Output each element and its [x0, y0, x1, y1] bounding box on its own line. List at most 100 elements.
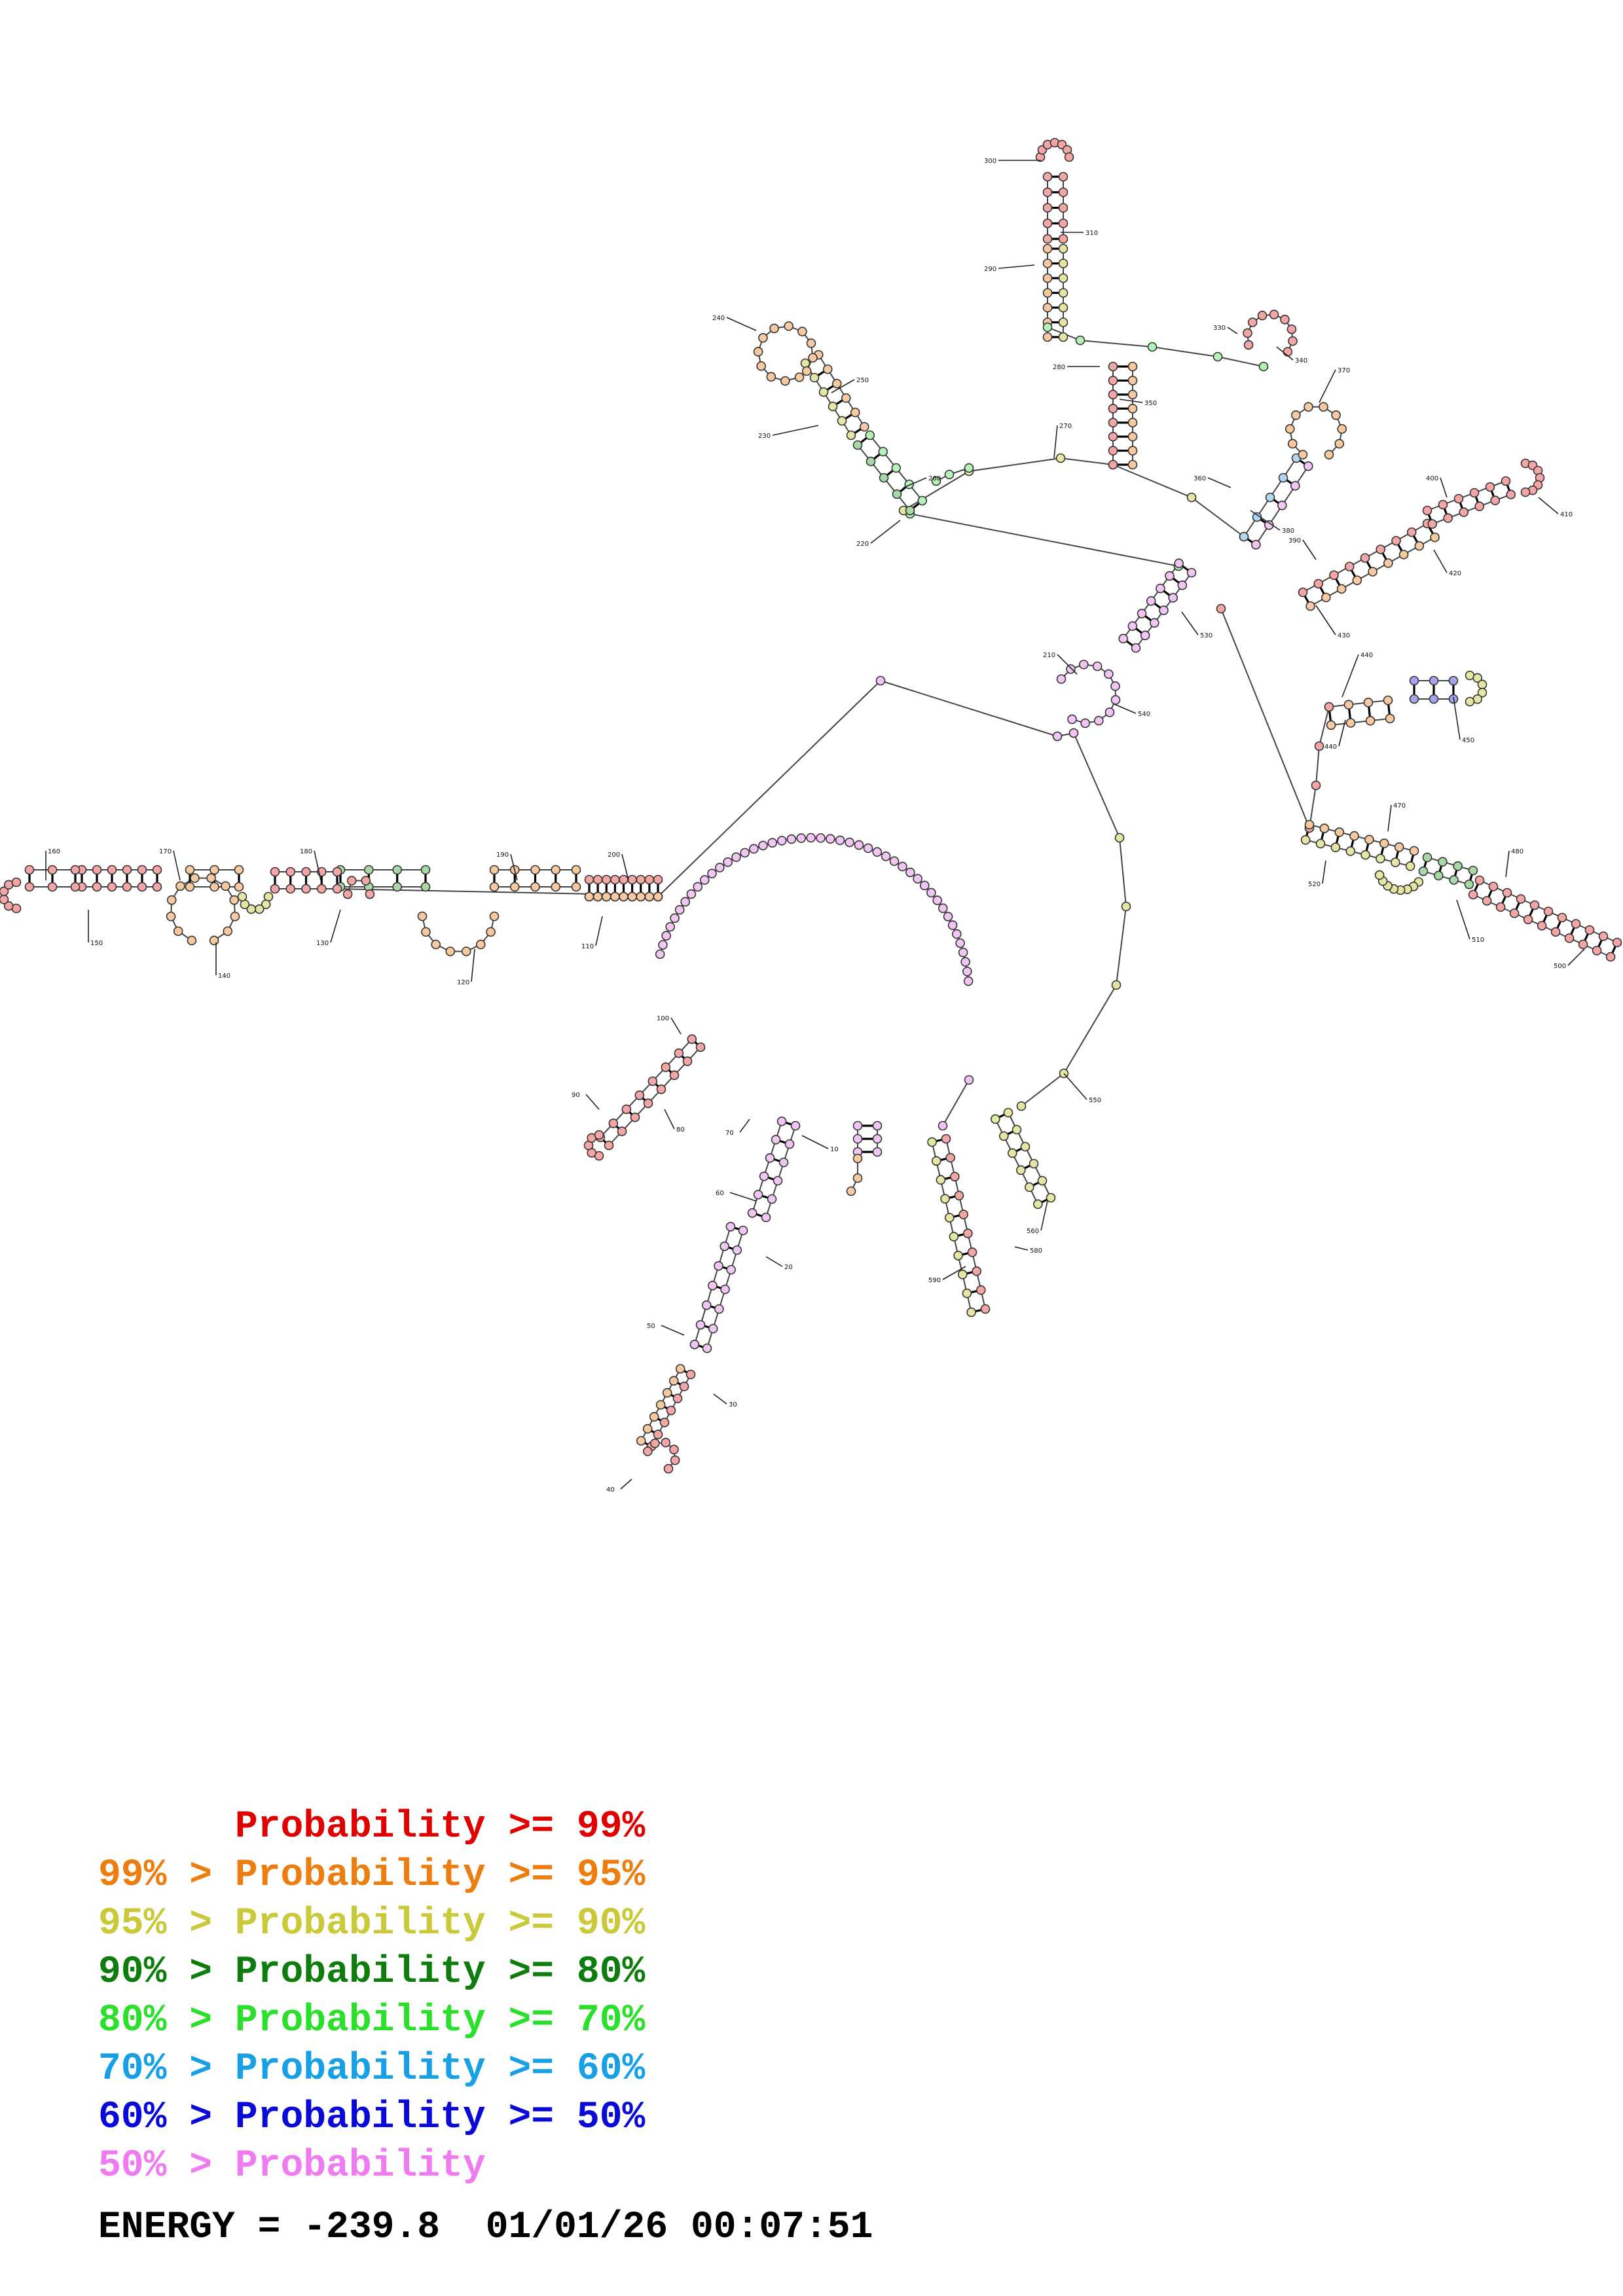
nucleotide	[938, 1121, 948, 1131]
nucleotide	[1055, 453, 1066, 463]
backbone-segment	[909, 513, 1179, 567]
position-label: 140	[218, 973, 230, 980]
nucleotide	[1029, 1158, 1039, 1169]
nucleotide	[715, 863, 725, 872]
nucleotide	[966, 1307, 976, 1318]
nucleotide	[1058, 171, 1068, 182]
nucleotide	[1438, 499, 1448, 510]
nucleotide	[1385, 713, 1395, 724]
nucleotide	[420, 865, 431, 875]
backbone-segment	[942, 1079, 970, 1126]
nucleotide	[850, 407, 860, 418]
position-label: 160	[48, 848, 60, 855]
nucleotide	[1465, 696, 1475, 707]
nucleotide	[866, 456, 876, 467]
nucleotide	[1108, 431, 1118, 442]
nucleotide	[1042, 187, 1053, 198]
nucleotide	[1033, 1199, 1043, 1210]
nucleotide	[940, 1194, 950, 1204]
nucleotide	[1042, 243, 1053, 254]
nucleotide	[991, 1114, 1000, 1124]
position-label: 590	[928, 1277, 941, 1284]
legend-line: 90% > Probability >= 80%	[98, 1951, 646, 1994]
nucleotide	[1042, 302, 1053, 313]
nucleotide	[953, 1250, 963, 1261]
nucleotide	[1485, 482, 1495, 492]
nucleotide	[1080, 718, 1090, 728]
position-label: 350	[1144, 400, 1157, 407]
nucleotide	[675, 1364, 685, 1374]
nucleotide	[1394, 842, 1404, 852]
nucleotide	[1075, 335, 1085, 346]
nucleotide	[1501, 476, 1511, 486]
nucleotide	[1433, 870, 1444, 881]
nucleotide	[932, 895, 942, 905]
nucleotide	[11, 877, 22, 888]
nucleotide	[137, 865, 147, 875]
backbone-segment	[903, 471, 970, 511]
nucleotide	[1283, 347, 1293, 357]
nucleotide	[655, 949, 665, 960]
nucleotide	[962, 1288, 972, 1299]
position-label: 560	[1027, 1228, 1039, 1235]
nucleotide	[917, 495, 928, 506]
backbone-segment	[1073, 732, 1120, 838]
nucleotide	[920, 880, 930, 891]
nucleotide	[1326, 720, 1336, 730]
nucleotide	[1529, 900, 1540, 910]
position-tick	[621, 853, 629, 881]
nucleotide	[644, 891, 655, 902]
nucleotide	[656, 1084, 666, 1094]
nucleotide	[674, 905, 685, 915]
nucleotide	[608, 1118, 619, 1128]
nucleotide	[1438, 857, 1448, 867]
nucleotide	[634, 1090, 645, 1100]
nucleotide	[1344, 562, 1355, 571]
nucleotide	[732, 1245, 742, 1255]
position-label: 310	[1085, 230, 1098, 237]
position-tick	[1276, 346, 1294, 361]
nucleotide	[1264, 520, 1274, 530]
nucleotide	[663, 1463, 674, 1474]
nucleotide	[1042, 322, 1053, 332]
nucleotide	[1376, 545, 1386, 554]
nucleotide	[756, 361, 766, 371]
nucleotide	[1477, 679, 1487, 690]
nucleotide	[1277, 500, 1287, 511]
nucleotide	[905, 867, 915, 878]
nucleotide	[1042, 288, 1053, 298]
nucleotide	[1108, 459, 1118, 470]
nucleotide	[1488, 882, 1499, 891]
nucleotide	[1376, 853, 1385, 864]
nucleotide	[1285, 424, 1295, 434]
nucleotide	[1298, 587, 1308, 598]
nucleotide	[107, 882, 117, 892]
position-label: 190	[496, 852, 509, 859]
position-tick	[330, 909, 341, 943]
nucleotide	[1016, 1101, 1027, 1111]
nucleotide	[1121, 901, 1131, 912]
nucleotide	[1464, 879, 1474, 889]
position-label: 210	[1043, 652, 1055, 659]
nucleotide	[872, 1134, 883, 1144]
position-label: 170	[159, 848, 172, 855]
position-tick	[664, 1109, 675, 1130]
nucleotide	[1058, 234, 1068, 244]
position-label: 520	[1308, 881, 1321, 888]
nucleotide	[1490, 495, 1501, 505]
position-tick	[1040, 1200, 1048, 1231]
nucleotide	[1414, 541, 1425, 551]
nucleotide	[1067, 714, 1077, 725]
nucleotide	[669, 1444, 679, 1454]
backbone-segment	[1152, 346, 1218, 357]
nucleotide	[800, 358, 811, 368]
nucleotide	[342, 889, 353, 899]
nucleotide	[1418, 866, 1429, 876]
nucleotide	[708, 1280, 718, 1291]
nucleotide	[1298, 450, 1308, 459]
nucleotide	[720, 1241, 730, 1251]
nucleotide	[509, 882, 520, 892]
backbone-segment	[1119, 837, 1127, 907]
nucleotide	[653, 1429, 663, 1439]
nucleotide	[122, 865, 132, 875]
